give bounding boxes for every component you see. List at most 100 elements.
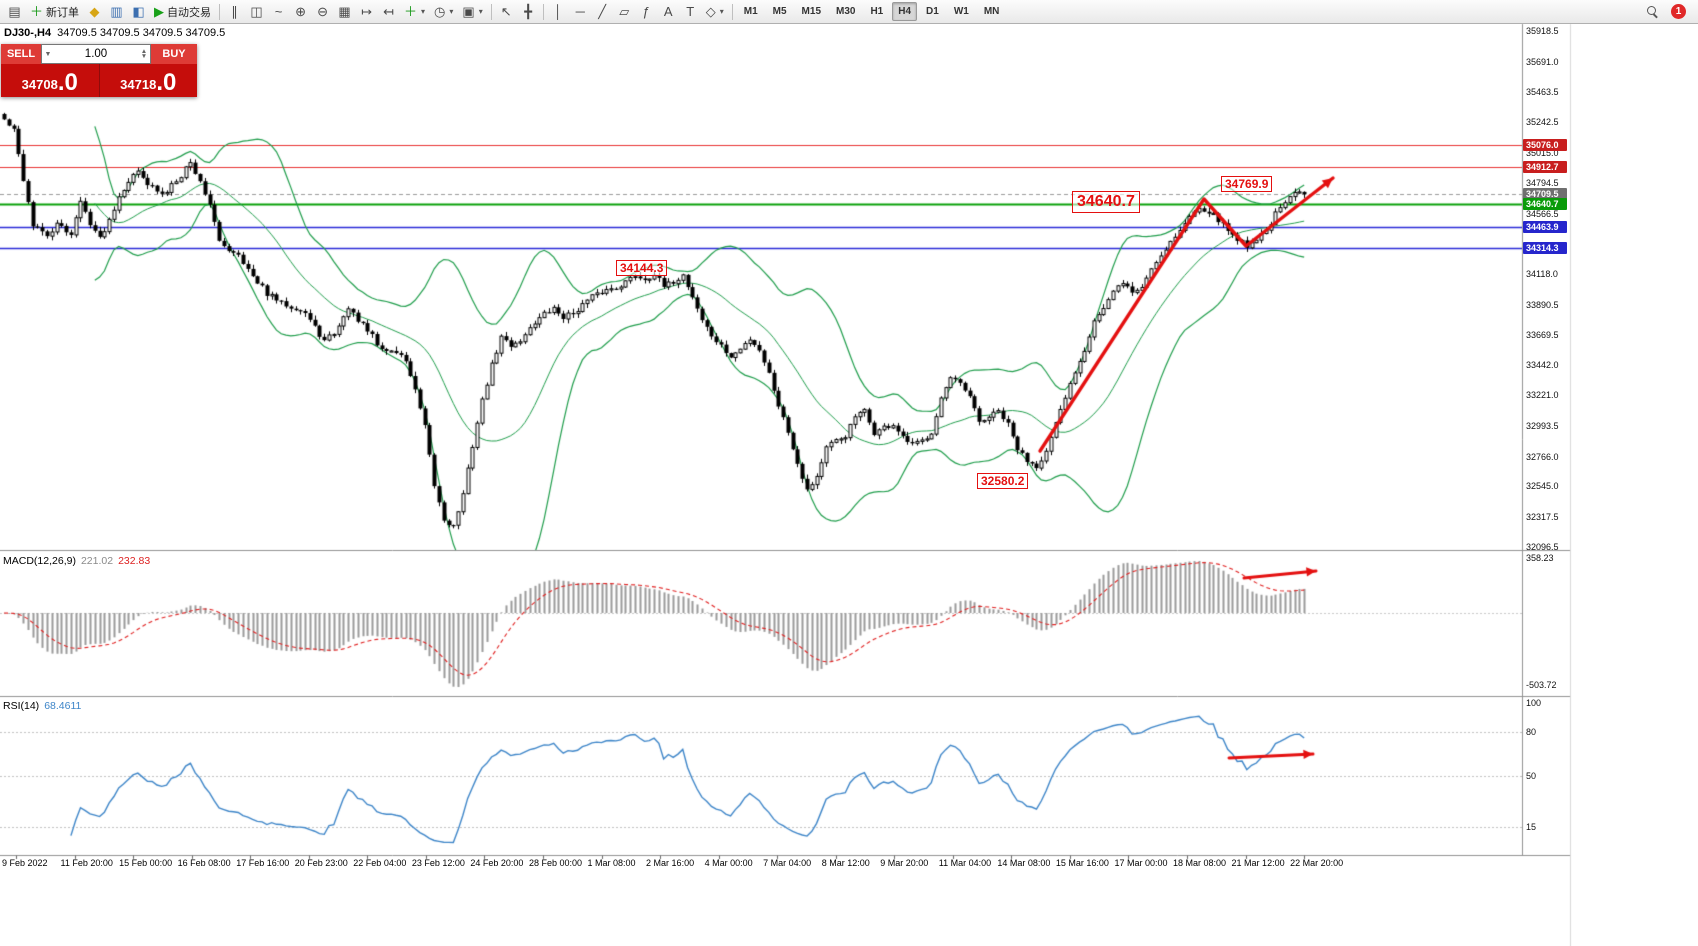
- clock-icon: ◷: [434, 4, 446, 19]
- caret-down-icon: ▾: [449, 7, 454, 16]
- vertical-line-icon: │: [554, 4, 563, 19]
- bar-chart-button[interactable]: ∥: [224, 2, 245, 22]
- new-order-button-label: 新订单: [46, 6, 80, 19]
- notification-badge[interactable]: 1: [1671, 4, 1686, 19]
- search-icon: [1646, 5, 1659, 18]
- tile-windows-button[interactable]: ▦: [334, 2, 355, 22]
- periods-button[interactable]: ◷ ▾: [430, 2, 457, 22]
- toolbar-separator: [542, 3, 544, 20]
- toolbar-separator: [490, 3, 492, 20]
- indicators-button[interactable]: ＋ ▾: [400, 2, 429, 22]
- buy-button[interactable]: BUY: [151, 44, 197, 64]
- toolbar-separator: [219, 3, 221, 20]
- auto-scroll-button[interactable]: ↦: [356, 2, 377, 22]
- crosshair-button[interactable]: ╋: [518, 2, 539, 22]
- timeframe-m30-button[interactable]: M30: [836, 6, 856, 17]
- cursor-button[interactable]: ↖: [496, 2, 517, 22]
- autotrading-button[interactable]: ▶ 自动交易: [150, 2, 215, 22]
- template-icon: ▣: [462, 4, 475, 19]
- tile-windows-icon: ▦: [338, 4, 351, 19]
- chart-shift-button[interactable]: ↤: [378, 2, 399, 22]
- rsi-value: 68.4611: [44, 700, 82, 712]
- chart-shift-icon: ↤: [383, 4, 394, 19]
- timeframe-m15-button[interactable]: M15: [801, 6, 821, 17]
- rsi-indicator-label: RSI(14) 68.4611: [3, 700, 81, 712]
- chart-title: DJ30-,H4 34709.5 34709.5 34709.5 34709.5: [4, 27, 225, 39]
- candlestick-chart-button[interactable]: ◫: [246, 2, 267, 22]
- text-label-button[interactable]: T: [680, 2, 701, 22]
- macd-panel[interactable]: [0, 551, 1522, 696]
- data-window-button[interactable]: ▥: [106, 2, 127, 22]
- main-chart-area[interactable]: [0, 24, 1522, 550]
- timeframe-h4-button[interactable]: H4: [892, 2, 918, 21]
- sell-price[interactable]: 34708.0: [1, 64, 99, 97]
- fibonacci-icon: ƒ: [642, 4, 650, 19]
- chart-ohlc-values: 34709.5 34709.5 34709.5 34709.5: [57, 27, 226, 39]
- caret-down-icon: ▾: [719, 7, 724, 16]
- zoom-in-button[interactable]: ⊕: [290, 2, 311, 22]
- timeframe-w1-button[interactable]: W1: [953, 6, 969, 17]
- fibonacci-button[interactable]: ƒ: [636, 2, 657, 22]
- timeframe-mn-button[interactable]: MN: [983, 6, 1000, 17]
- lot-stepper-up-icon[interactable]: ▲: [140, 48, 148, 55]
- shapes-button[interactable]: ◇ ▾: [702, 2, 728, 22]
- caret-down-icon: ▾: [421, 7, 426, 16]
- trendline-button[interactable]: ╱: [592, 2, 613, 22]
- autotrading-play-icon: ▶: [154, 4, 165, 19]
- macd-name: MACD(12,26,9): [3, 555, 76, 567]
- channel-button[interactable]: ▱: [614, 2, 635, 22]
- zoom-out-button[interactable]: ⊖: [312, 2, 333, 22]
- chart-symbol-timeframe: DJ30-,H4: [4, 27, 52, 39]
- vertical-line-button[interactable]: │: [548, 2, 569, 22]
- lot-size-field[interactable]: ▼ 1.00 ▲ ▼: [41, 44, 151, 64]
- timeframe-d1-button[interactable]: D1: [926, 6, 939, 17]
- terminal-button[interactable]: ◧: [128, 2, 149, 22]
- terminal-icon: ◧: [132, 4, 145, 19]
- bar-chart-icon: ∥: [231, 4, 238, 19]
- add-indicator-icon: ＋: [404, 4, 418, 19]
- buy-price[interactable]: 34718.0: [98, 64, 198, 97]
- caret-down-icon: ▾: [478, 7, 483, 16]
- new-order-button[interactable]: ＋新订单: [26, 2, 83, 22]
- chart-window-button[interactable]: ▤: [4, 2, 25, 22]
- one-click-trading-panel: SELL ▼ 1.00 ▲ ▼ BUY 34708.0 34718.0: [1, 44, 197, 97]
- lot-decrease-button[interactable]: ▼: [44, 50, 52, 58]
- horizontal-line-button[interactable]: ─: [570, 2, 591, 22]
- macd-indicator-label: MACD(12,26,9) 221.02 232.83: [3, 555, 150, 567]
- market-watch-button[interactable]: ◆: [84, 2, 105, 22]
- sell-price-main: 34708: [21, 77, 58, 92]
- trendline-icon: ╱: [598, 4, 607, 19]
- search-button[interactable]: [1642, 2, 1663, 22]
- text-label-icon: T: [686, 4, 695, 19]
- timeframe-m1-button[interactable]: M1: [743, 6, 758, 17]
- rsi-panel[interactable]: [0, 697, 1522, 855]
- autotrading-button-label: 自动交易: [167, 6, 212, 19]
- lot-stepper-down-icon[interactable]: ▼: [140, 53, 148, 60]
- market-watch-icon: ◆: [89, 4, 100, 19]
- channel-icon: ▱: [619, 4, 630, 19]
- sell-button[interactable]: SELL: [1, 44, 41, 64]
- candlestick-chart-icon: ◫: [250, 4, 263, 19]
- toolbar: ▤ ＋新订单 ◆ ▥ ◧ ▶ 自动交易 ∥ ◫ ~ ⊕ ⊖ ▦ ↦ ↤ ＋ ▾ ◷ ▾ ▣ ▾ ↖ ╋ │ ─ ╱ ▱ ƒ A T ◇ ▾ M1…: [0, 0, 1698, 24]
- sell-price-pips: .0: [57, 69, 78, 96]
- toolbar-separator: [731, 3, 733, 20]
- line-chart-icon: ~: [274, 4, 283, 19]
- new-order-icon: ＋: [30, 4, 44, 19]
- lot-value[interactable]: 1.00: [84, 48, 108, 60]
- line-chart-button[interactable]: ~: [268, 2, 289, 22]
- text-button[interactable]: A: [658, 2, 679, 22]
- rsi-name: RSI(14): [3, 700, 40, 712]
- trade-panel-prices: 34708.0 34718.0: [1, 64, 197, 97]
- templates-button[interactable]: ▣ ▾: [458, 2, 486, 22]
- buy-price-pips: .0: [156, 69, 177, 96]
- timeframe-h1-button[interactable]: H1: [870, 6, 884, 17]
- horizontal-line-icon: ─: [575, 4, 585, 19]
- chart-window-icon: ▤: [8, 4, 21, 19]
- trade-panel-controls: SELL ▼ 1.00 ▲ ▼ BUY: [1, 44, 197, 64]
- zoom-out-icon: ⊖: [317, 4, 328, 19]
- timeframe-m5-button[interactable]: M5: [772, 6, 787, 17]
- macd-main-value: 221.02: [80, 555, 114, 567]
- cursor-icon: ↖: [500, 4, 512, 19]
- macd-signal-value: 232.83: [118, 555, 151, 567]
